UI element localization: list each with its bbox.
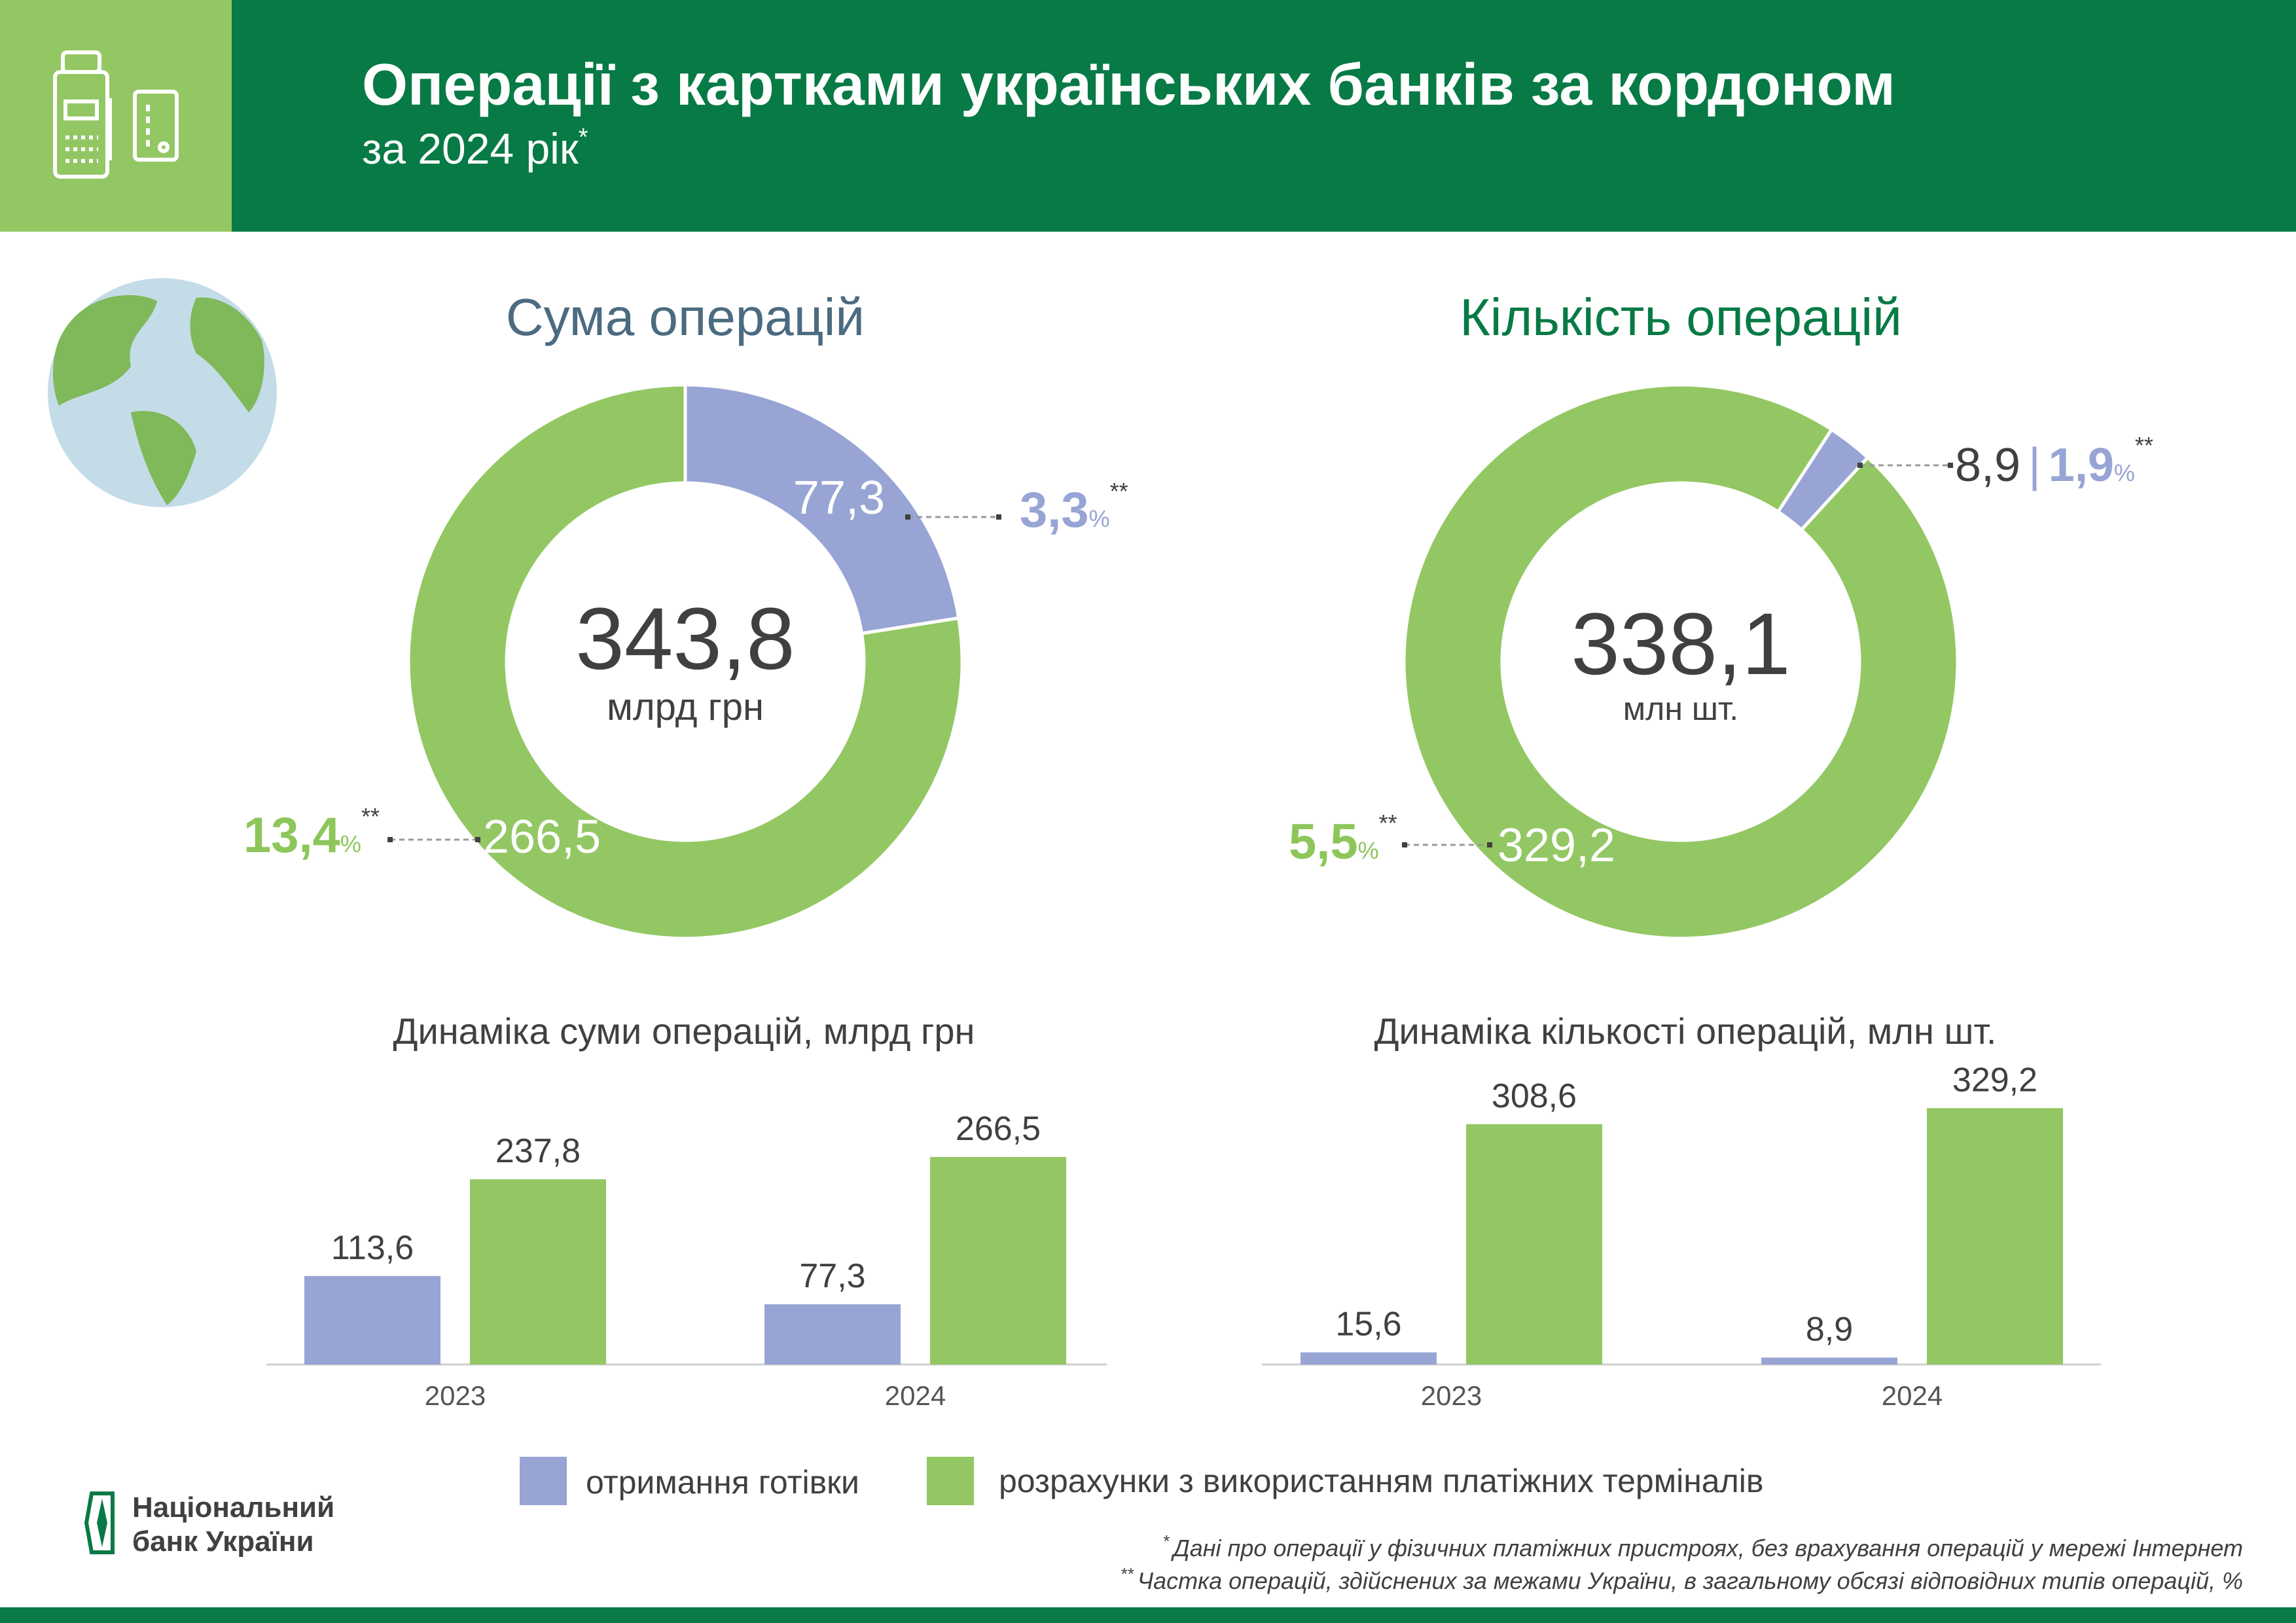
page-subtitle: за 2024 рік* xyxy=(362,124,588,173)
sum-donut-title: Сума операцій xyxy=(506,288,865,346)
bar-value-label: 308,6 xyxy=(1492,1077,1577,1115)
bar-cash xyxy=(304,1275,440,1364)
bar-value-label: 8,9 xyxy=(1806,1310,1853,1348)
percent-sign: % xyxy=(1358,837,1379,864)
leader-dot xyxy=(1402,842,1407,847)
logo-line-2: банк України xyxy=(132,1525,314,1558)
sum-donut-chart xyxy=(406,383,964,940)
logo-line-1: Національний xyxy=(132,1491,334,1524)
sum-total-value: 343,8 xyxy=(575,590,795,688)
donut-slice-terminals xyxy=(1402,383,1960,940)
bar-terminals xyxy=(470,1179,606,1364)
sum-terminal-share-label: 13,4%** xyxy=(243,803,380,863)
bar-cash xyxy=(1300,1352,1437,1364)
header-bar xyxy=(0,0,2296,232)
footnote-2-mark: ** xyxy=(1121,1564,1134,1584)
leader-dot xyxy=(1948,463,1953,468)
sum-cash-share-label: 3,3%** xyxy=(1020,478,1128,538)
legend-swatch-terminals xyxy=(927,1457,974,1505)
count-cash-value: 8,9 xyxy=(1955,439,2020,491)
footnote-2-text: Частка операцій, здійснених за межами Ук… xyxy=(1138,1567,2243,1594)
count-total-value: 338,1 xyxy=(1571,596,1790,693)
sum-terminal-share: 13,4 xyxy=(243,808,340,863)
percent-sign: % xyxy=(340,830,361,857)
legend-swatch-cash xyxy=(520,1457,567,1505)
sum-total-unit: млрд грн xyxy=(607,686,764,728)
leader-dot xyxy=(475,837,480,842)
count-cash-share: 1,9 xyxy=(2049,439,2114,491)
bar-value-label: 266,5 xyxy=(956,1110,1041,1148)
count-bar-chart: 15,6 308,6 2023 8,9 329,2 2024 xyxy=(1262,1061,2101,1411)
footnote-1-mark: * xyxy=(1162,1531,1170,1551)
pos-terminal-icon xyxy=(53,50,179,179)
count-terminal-value-label: 329,2 xyxy=(1498,819,1615,872)
footnote-mark: ** xyxy=(1379,810,1397,836)
legend: отримання готівки розрахунки з використа… xyxy=(520,1457,1763,1505)
label-separator: | xyxy=(2028,439,2041,491)
leader-dot xyxy=(1857,463,1863,468)
sum-cash-share: 3,3 xyxy=(1020,482,1089,538)
footer-bar xyxy=(0,1607,2296,1623)
bar-value-label: 329,2 xyxy=(1952,1061,2037,1099)
legend-label-cash: отримання готівки xyxy=(586,1464,859,1501)
count-terminal-share-label: 5,5%** xyxy=(1289,810,1397,870)
leader-dot xyxy=(387,837,393,842)
bar-terminals xyxy=(930,1156,1066,1364)
sum-terminal-value-label: 266,5 xyxy=(483,811,601,863)
x-tick-label: 2023 xyxy=(1421,1380,1482,1411)
leader-dot xyxy=(905,514,910,520)
x-tick-label: 2023 xyxy=(425,1380,486,1411)
bar-value-label: 77,3 xyxy=(799,1257,865,1295)
subtitle-text: за 2024 рік xyxy=(362,124,579,173)
footnote-2: ** Частка операцій, здійснених за межами … xyxy=(1121,1564,2243,1594)
sum-cash-value-label: 77,3 xyxy=(793,472,885,524)
count-terminal-share: 5,5 xyxy=(1289,814,1358,870)
count-total-unit: млн шт. xyxy=(1623,690,1738,727)
donut-slice-terminals xyxy=(406,383,964,940)
bar-value-label: 15,6 xyxy=(1335,1305,1401,1343)
header-icon-panel xyxy=(0,0,232,232)
nbu-logo-mark xyxy=(84,1491,115,1554)
leader-dot xyxy=(1487,842,1492,847)
page-title: Операції з картками українських банків з… xyxy=(362,52,1895,118)
count-bar-chart-title: Динаміка кількості операцій, млн шт. xyxy=(1374,1010,1997,1052)
footnote-1: * Дані про операції у фізичних платіжних … xyxy=(1162,1531,2243,1561)
count-donut-title: Кількість операцій xyxy=(1460,288,1902,346)
bar-cash xyxy=(1761,1357,1897,1364)
count-donut-chart xyxy=(1402,383,1960,940)
globe-icon xyxy=(48,278,277,507)
bar-value-label: 113,6 xyxy=(331,1229,414,1267)
bar-terminals xyxy=(1466,1124,1602,1364)
sum-bar-chart-title: Динаміка суми операцій, млрд грн xyxy=(393,1010,975,1052)
legend-label-terminals: розрахунки з використанням платіжних тер… xyxy=(999,1463,1763,1499)
bar-value-label: 237,8 xyxy=(495,1132,581,1170)
donut-slice-cash xyxy=(683,383,961,635)
percent-sign: % xyxy=(2114,459,2135,486)
footnote-mark: ** xyxy=(1110,478,1128,505)
leader-dot xyxy=(996,514,1001,520)
footnote-1-text: Дані про операції у фізичних платіжних п… xyxy=(1170,1535,2243,1561)
x-tick-label: 2024 xyxy=(1882,1380,1943,1411)
footnote-mark: ** xyxy=(2135,432,2153,459)
sum-bar-chart: 113,6 237,8 2023 77,3 266,5 2024 xyxy=(266,1110,1107,1411)
subtitle-footnote-mark: * xyxy=(579,124,588,151)
percent-sign: % xyxy=(1089,505,1110,532)
x-tick-label: 2024 xyxy=(885,1380,946,1411)
bar-cash xyxy=(764,1304,901,1364)
nbu-logo: Національний банк України xyxy=(84,1491,334,1558)
bar-terminals xyxy=(1927,1108,2063,1364)
footnote-mark: ** xyxy=(361,803,380,830)
count-cash-label: 8,9 | 1,9%** xyxy=(1955,432,2153,491)
